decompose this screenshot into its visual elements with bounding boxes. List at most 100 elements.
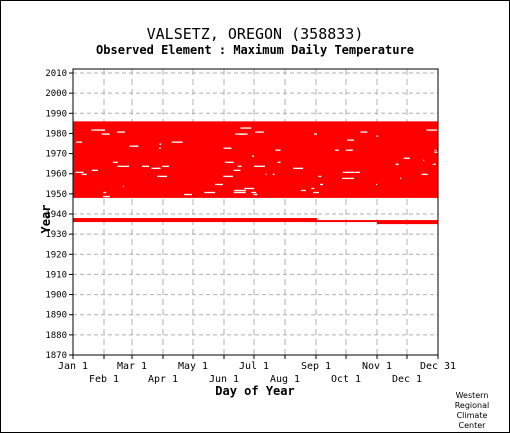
data-gap [252,155,255,157]
data-gap [75,171,84,174]
x-tick-label: Jan 1 [58,361,88,372]
data-gap [142,165,150,167]
data-gap [255,131,265,133]
data-gap [116,131,125,133]
data-gap [91,129,104,131]
data-gap [360,131,368,133]
credit-block: Western Regional Climate Center [451,391,493,431]
y-tick-label: 1880 [45,331,67,341]
data-gap [159,143,162,145]
y-tick-label: 1940 [45,210,67,220]
data-gap [102,195,110,198]
data-block [317,220,377,223]
credit-line: Climate [456,411,488,420]
y-tick-label: 1990 [45,109,67,119]
data-gap [434,151,445,153]
y-axis-label: Year [39,204,53,234]
data-block [73,218,317,223]
data-gap [293,167,304,169]
data-gap [426,129,438,131]
data-gap [434,149,437,151]
data-gap [91,169,98,172]
plot-area [73,69,438,355]
data-gap [421,173,428,176]
data-gap [171,141,183,143]
x-axis-label: Day of Year [215,384,295,398]
data-gap [342,177,355,180]
y-tick-label: 1930 [45,230,67,240]
data-gap [253,165,265,167]
data-gap [395,163,399,165]
data-gap [234,189,247,192]
data-gap [183,193,192,196]
data-gap [318,175,322,178]
data-gap [300,189,306,192]
data-gap [157,175,168,178]
data-gap [235,133,245,135]
x-tick-label: May 1 [178,361,208,372]
data-gap [112,161,118,163]
data-gap [253,193,258,196]
data-gap [244,187,255,190]
credit-line: Center [458,421,486,430]
x-tick-label: Aug 1 [270,374,300,385]
data-layer [73,121,438,225]
y-tick-label: 1910 [45,270,67,280]
x-tick-label: Dec 1 [392,374,422,385]
data-gap [275,149,281,151]
data-gap [102,129,106,131]
data-gap [312,191,319,194]
data-gap [376,135,379,137]
chart-subtitle: Observed Element : Maximum Daily Tempera… [96,43,414,57]
data-gap [432,163,436,165]
data-block [377,220,438,225]
data-gap [76,141,83,143]
data-gap [204,191,216,194]
x-tick-label: Oct 1 [331,374,361,385]
data-gap [400,177,402,180]
y-axis: 1870 1880 1890 1900 1910 1920 1930 1940 1950 1960… [45,69,73,361]
x-tick-label: Sep 1 [301,361,331,372]
y-tick-label: 1870 [45,351,67,361]
data-gap [240,127,252,129]
x-tick-label: Jul 1 [239,361,269,372]
y-tick-label: 2000 [45,89,67,99]
y-tick-label: 1960 [45,170,67,180]
data-gap [403,157,410,159]
data-gap [214,183,223,186]
data-gap [334,149,339,151]
data-gap [265,173,267,176]
y-tick-label: 1950 [45,190,67,200]
x-axis: Jan 1 Mar 1 May 1 Jul 1 Sep 1 Nov 1 Dec 31 Feb … [58,355,456,385]
data-gap [81,173,87,176]
data-gap [345,149,353,151]
data-gap [355,171,361,174]
credit-line: Western [455,391,489,400]
data-gap [151,167,161,169]
x-tick-label: Dec 31 [420,361,456,372]
y-tick-label: 1920 [45,250,67,260]
data-gap [224,161,234,163]
data-gap [320,183,324,186]
data-gap [233,191,246,194]
credit-line: Regional [454,401,490,410]
data-gaps [75,127,445,198]
x-tick-label: Nov 1 [362,361,392,372]
data-block [73,121,438,198]
y-tick-label: 1890 [45,311,67,321]
data-gap [376,183,378,186]
plot-border [72,68,439,356]
data-gap [162,165,170,167]
data-gap [129,145,139,147]
data-gap [237,165,242,167]
data-gap [103,191,107,194]
data-gap [223,147,232,149]
data-gap [117,165,130,167]
x-tick-label: Jun 1 [209,374,239,385]
y-tick-label: 1980 [45,129,67,139]
data-gap [423,159,425,161]
data-gap [158,147,161,149]
data-gap [346,139,354,141]
